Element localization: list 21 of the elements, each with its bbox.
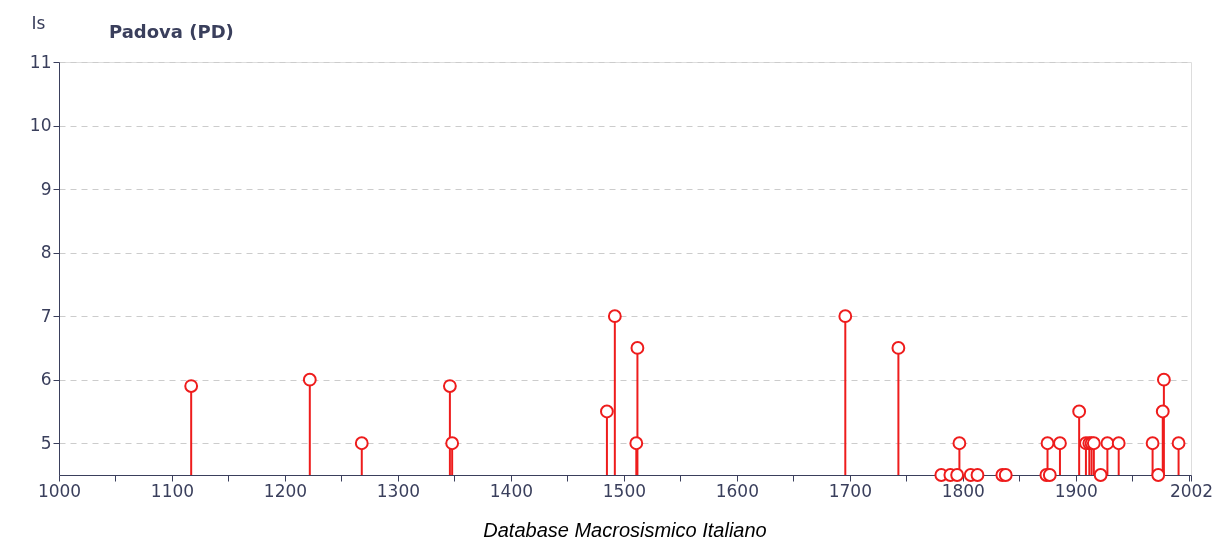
- y-tick-label: 10: [29, 115, 52, 136]
- y-tick-label: 8: [40, 242, 52, 263]
- x-tick-label: 2002: [1169, 480, 1214, 501]
- x-tick-label: 1700: [828, 480, 872, 501]
- y-tick-label: 6: [40, 369, 52, 390]
- x-tick-label: 1300: [376, 480, 421, 501]
- x-tick-label: 1600: [715, 480, 759, 501]
- y-tick-label: 5: [40, 432, 52, 453]
- x-tick-label: 1800: [941, 480, 985, 501]
- x-tick-label: 1200: [263, 480, 308, 501]
- x-tick-label: 1500: [602, 480, 646, 501]
- x-tick-label: 1400: [489, 480, 534, 501]
- y-tick-label: 11: [29, 51, 52, 72]
- text: Database Macrosismico Italiano: [483, 519, 767, 541]
- x-tick-label: 1900: [1054, 480, 1098, 501]
- y-axis-title: Is: [31, 12, 46, 33]
- x-tick-label: 1100: [150, 480, 195, 501]
- y-tick-label: 9: [40, 178, 52, 199]
- y-tick-label: 7: [40, 305, 52, 326]
- x-tick-label: 1000: [37, 480, 82, 501]
- chart-title: Padova (PD): [109, 21, 234, 42]
